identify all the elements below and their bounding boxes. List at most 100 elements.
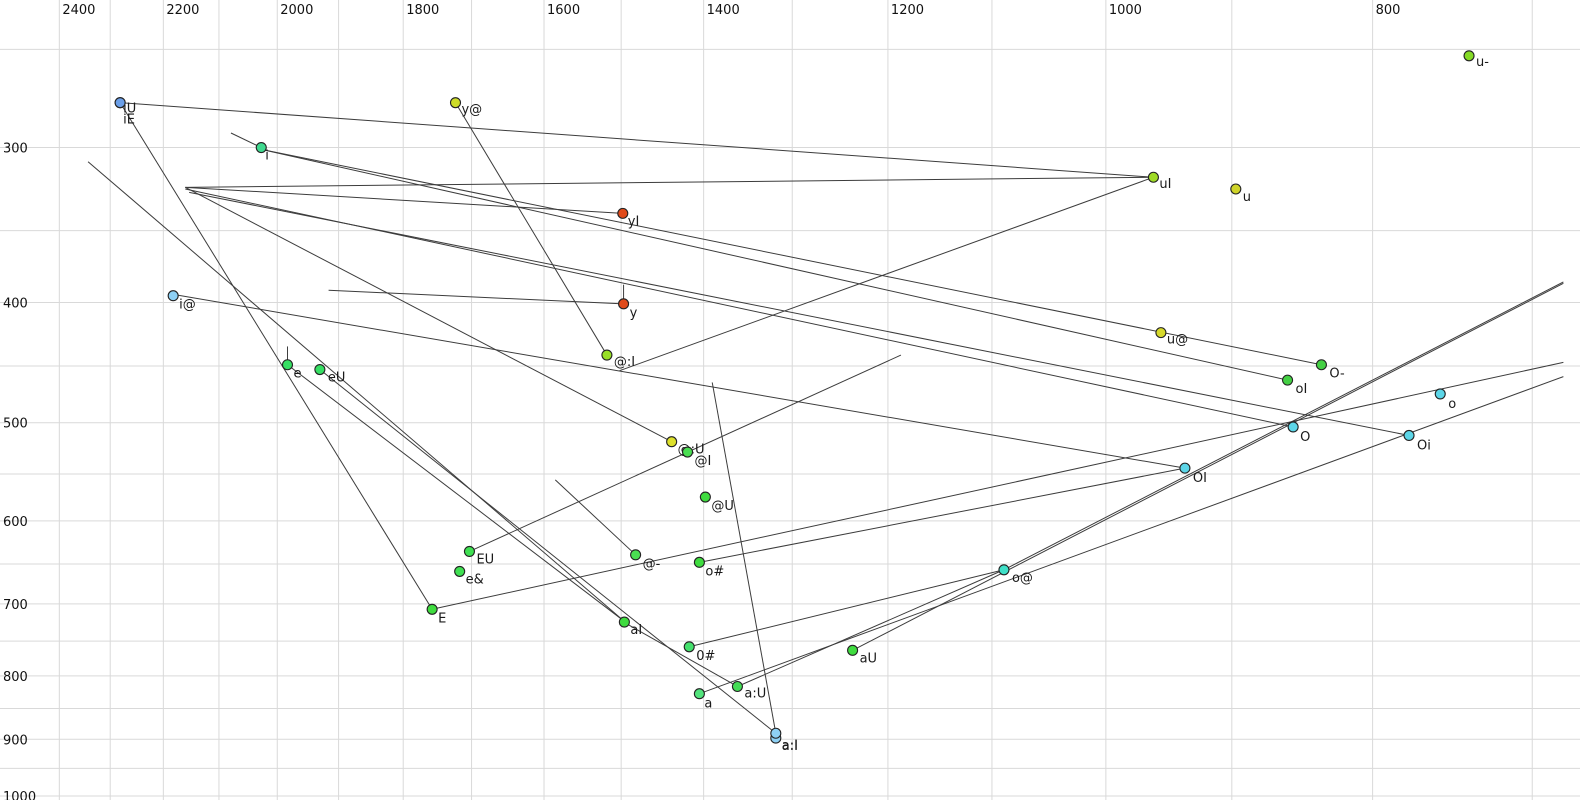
data-point-o@[interactable] <box>998 564 1010 576</box>
point-label-a: a <box>704 697 712 712</box>
point-label-iE: iE <box>123 113 135 128</box>
trajectory-line <box>1003 281 1564 571</box>
data-point-EU[interactable] <box>463 545 475 557</box>
data-point-e[interactable] <box>281 359 294 371</box>
data-point-OI[interactable] <box>1179 462 1191 474</box>
data-point-o[interactable] <box>1434 388 1446 400</box>
point-label-a:U: a:U <box>744 686 766 701</box>
data-point-O[interactable] <box>1287 421 1299 433</box>
data-point-iE[interactable] <box>114 97 126 109</box>
trajectory-line <box>230 132 262 149</box>
trajectory-line <box>455 102 608 356</box>
trajectory-line <box>737 569 1005 687</box>
data-point-@:I[interactable] <box>601 349 613 361</box>
trajectory-line <box>185 176 1154 188</box>
trajectory-line <box>87 161 625 622</box>
point-label-@U: @U <box>711 499 734 514</box>
trajectory-line <box>328 289 624 305</box>
y-axis-tick-label: 800 <box>3 670 28 685</box>
x-axis-tick-label: 1600 <box>547 3 580 18</box>
point-label-e: e <box>293 367 301 382</box>
data-point-yI[interactable] <box>617 207 629 219</box>
point-label-uI: uI <box>1159 177 1171 192</box>
point-label-u-: u- <box>1476 55 1489 70</box>
point-label-@-: @- <box>643 557 661 572</box>
point-label-u: u <box>1243 190 1251 205</box>
point-label-a:I: a:I <box>782 739 798 754</box>
data-point-aU[interactable] <box>847 644 859 656</box>
point-label-Oi: Oi <box>1417 438 1431 453</box>
x-axis-tick-label: 1200 <box>891 3 924 18</box>
y-axis-tick-label: 1000 <box>3 790 36 800</box>
x-axis-tick-label: 2400 <box>62 3 95 18</box>
data-point-E[interactable] <box>426 603 438 615</box>
trajectory-line <box>852 282 1564 651</box>
trajectory-line <box>173 293 1186 469</box>
trajectory-line <box>689 569 1005 648</box>
data-point-a[interactable] <box>693 688 705 700</box>
point-label-O: O <box>1300 430 1310 445</box>
data-point-@U[interactable] <box>699 491 711 503</box>
point-label-o#: o# <box>705 564 724 579</box>
trajectory-line <box>261 148 1288 381</box>
trajectory-line <box>319 369 777 734</box>
point-label-yI: yI <box>628 214 640 229</box>
data-point-i[interactable] <box>255 142 267 154</box>
y-axis-tick-label: 900 <box>3 733 28 748</box>
point-label-i: i <box>265 149 269 164</box>
data-point-a:I[interactable] <box>770 727 782 739</box>
trajectory-line <box>619 176 1154 372</box>
x-axis-tick-label: 1400 <box>707 3 740 18</box>
data-point-@:U[interactable] <box>666 436 678 448</box>
data-point-@-[interactable] <box>630 549 642 561</box>
x-axis-tick-label: 1800 <box>406 3 439 18</box>
x-axis-tick-label: 2200 <box>166 3 199 18</box>
data-point-uI[interactable] <box>1147 171 1159 183</box>
x-axis-tick-label: 2000 <box>280 3 313 18</box>
data-point-@I[interactable] <box>681 446 694 458</box>
data-point-a:U[interactable] <box>731 680 743 693</box>
point-label-@:I: @:I <box>614 355 635 370</box>
x-axis-tick-label: 1000 <box>1109 3 1142 18</box>
point-label-y: y <box>630 306 638 321</box>
trajectory-line <box>287 364 625 622</box>
data-point-Oi[interactable] <box>1403 429 1415 442</box>
y-axis-tick-label: 700 <box>3 598 28 613</box>
x-axis-tick-label: 800 <box>1376 3 1401 18</box>
trajectory-line <box>185 186 623 214</box>
trajectory-line <box>623 621 738 687</box>
point-label-o@: o@ <box>1012 571 1033 586</box>
data-point-y@[interactable] <box>449 97 462 109</box>
data-point-0#[interactable] <box>683 641 695 653</box>
trajectory-line <box>699 376 1564 695</box>
data-point-u@[interactable] <box>1155 327 1167 339</box>
data-point-aI[interactable] <box>618 616 630 628</box>
data-point-u[interactable] <box>1230 183 1242 195</box>
data-point-o#[interactable] <box>693 556 705 568</box>
data-point-u-[interactable] <box>1463 50 1475 62</box>
point-label-u@: u@ <box>1167 333 1188 348</box>
data-point-O-[interactable] <box>1315 359 1327 371</box>
point-label-EU: EU <box>476 552 494 567</box>
data-point-y[interactable] <box>618 298 630 310</box>
point-label-aI: aI <box>630 623 642 638</box>
data-point-i@[interactable] <box>167 290 179 302</box>
data-point-oI[interactable] <box>1282 374 1294 386</box>
trajectory-line <box>185 186 672 443</box>
point-label-y@: y@ <box>461 103 482 118</box>
trajectory-line <box>261 148 1322 366</box>
y-axis-tick-label: 500 <box>3 417 28 432</box>
point-label-i@: i@ <box>179 298 196 313</box>
point-label-OI: OI <box>1193 471 1207 486</box>
data-point-eU[interactable] <box>314 363 326 376</box>
point-label-oI: oI <box>1296 382 1308 397</box>
data-point-e&[interactable] <box>454 565 466 577</box>
point-label-@I: @I <box>695 454 712 469</box>
point-label-iU: iU <box>123 102 136 117</box>
point-label-O-: O- <box>1329 367 1345 382</box>
point-label-0#: 0# <box>696 649 715 664</box>
trajectory-line <box>432 361 1564 610</box>
trajectory-line <box>699 467 1186 563</box>
point-label-a:I: a:I <box>782 738 798 753</box>
